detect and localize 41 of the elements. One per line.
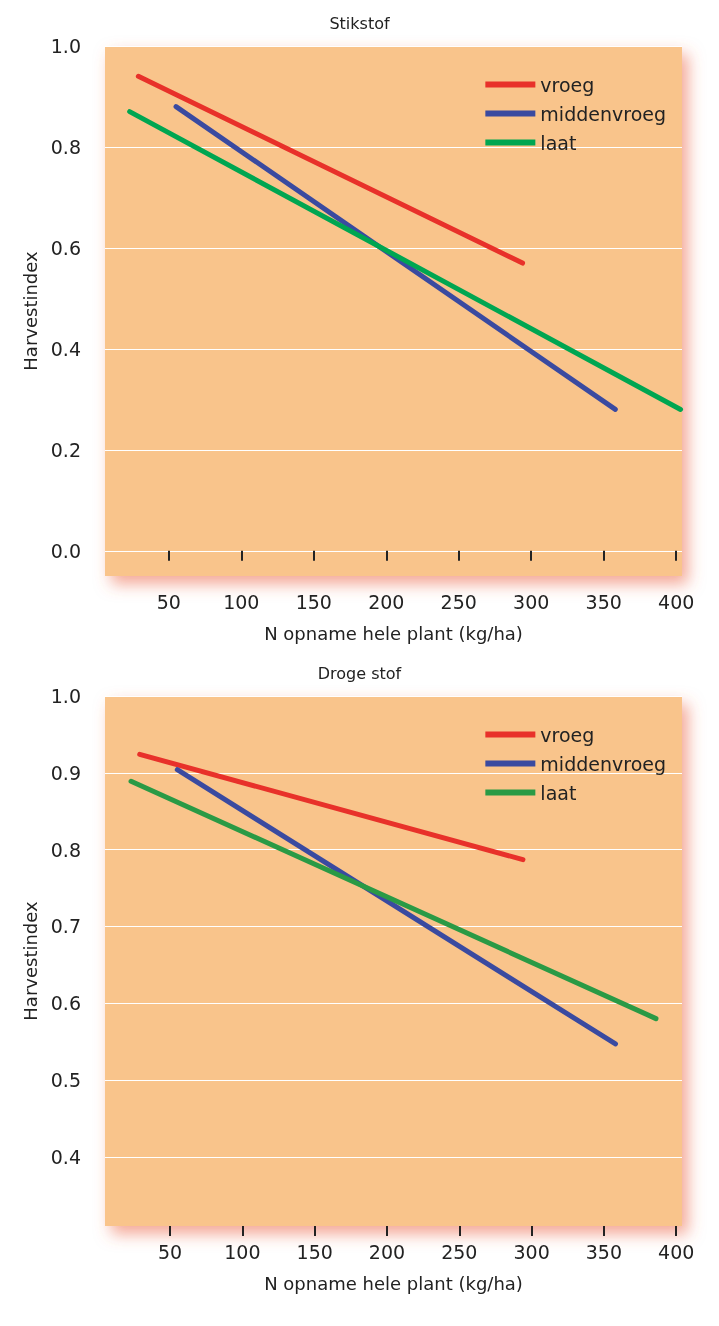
chart-title: Droge stof	[317, 663, 402, 683]
y-tick-label: 0.6	[50, 992, 81, 1015]
x-tick-label: 100	[223, 590, 260, 613]
legend-label: vroeg	[540, 73, 595, 96]
x-tick-label: 250	[440, 590, 477, 613]
legend-label: middenvroeg	[540, 102, 666, 125]
y-tick-label: 0.8	[50, 135, 81, 158]
y-tick-label: 0.4	[50, 337, 81, 360]
x-tick-label: 300	[513, 1240, 550, 1263]
y-tick-label: 0.9	[50, 761, 81, 784]
y-tick-label: 0.5	[50, 1069, 81, 1092]
x-tick-label: 200	[368, 1240, 406, 1263]
y-tick-label: 0.0	[50, 539, 81, 562]
chart-title: Stikstof	[329, 13, 390, 33]
y-tick-label: 1.0	[50, 685, 81, 707]
y-tick-label: 0.6	[50, 236, 81, 259]
legend-label: laat	[540, 131, 577, 154]
x-tick-label: 400	[658, 590, 695, 613]
x-tick-label: 200	[368, 590, 405, 613]
y-axis-title: Harvestindex	[20, 900, 42, 1021]
x-tick-label: 150	[295, 590, 332, 613]
legend-label: laat	[540, 781, 577, 804]
x-tick-label: 100	[224, 1240, 261, 1263]
x-tick-label: 350	[585, 1240, 623, 1263]
legend-label: middenvroeg	[540, 752, 666, 775]
x-tick-label: 300	[513, 590, 550, 613]
x-tick-label: 400	[658, 1240, 695, 1263]
y-tick-label: 1.0	[50, 35, 81, 57]
x-tick-label: 350	[585, 590, 622, 613]
y-axis-title: Harvestindex	[20, 250, 42, 371]
x-tick-label: 150	[296, 1240, 333, 1263]
legend-label: vroeg	[540, 723, 595, 746]
x-axis-title: N opname hele plant (kg/ha)	[264, 1272, 523, 1294]
x-tick-label: 250	[441, 1240, 478, 1263]
x-axis-title: N opname hele plant (kg/ha)	[264, 622, 523, 644]
y-tick-label: 0.2	[50, 438, 81, 461]
y-tick-label: 0.4	[50, 1145, 81, 1168]
y-tick-label: 0.7	[50, 915, 81, 938]
y-tick-label: 0.8	[50, 838, 81, 861]
x-tick-label: 50	[156, 590, 181, 613]
x-tick-label: 50	[157, 1240, 183, 1263]
